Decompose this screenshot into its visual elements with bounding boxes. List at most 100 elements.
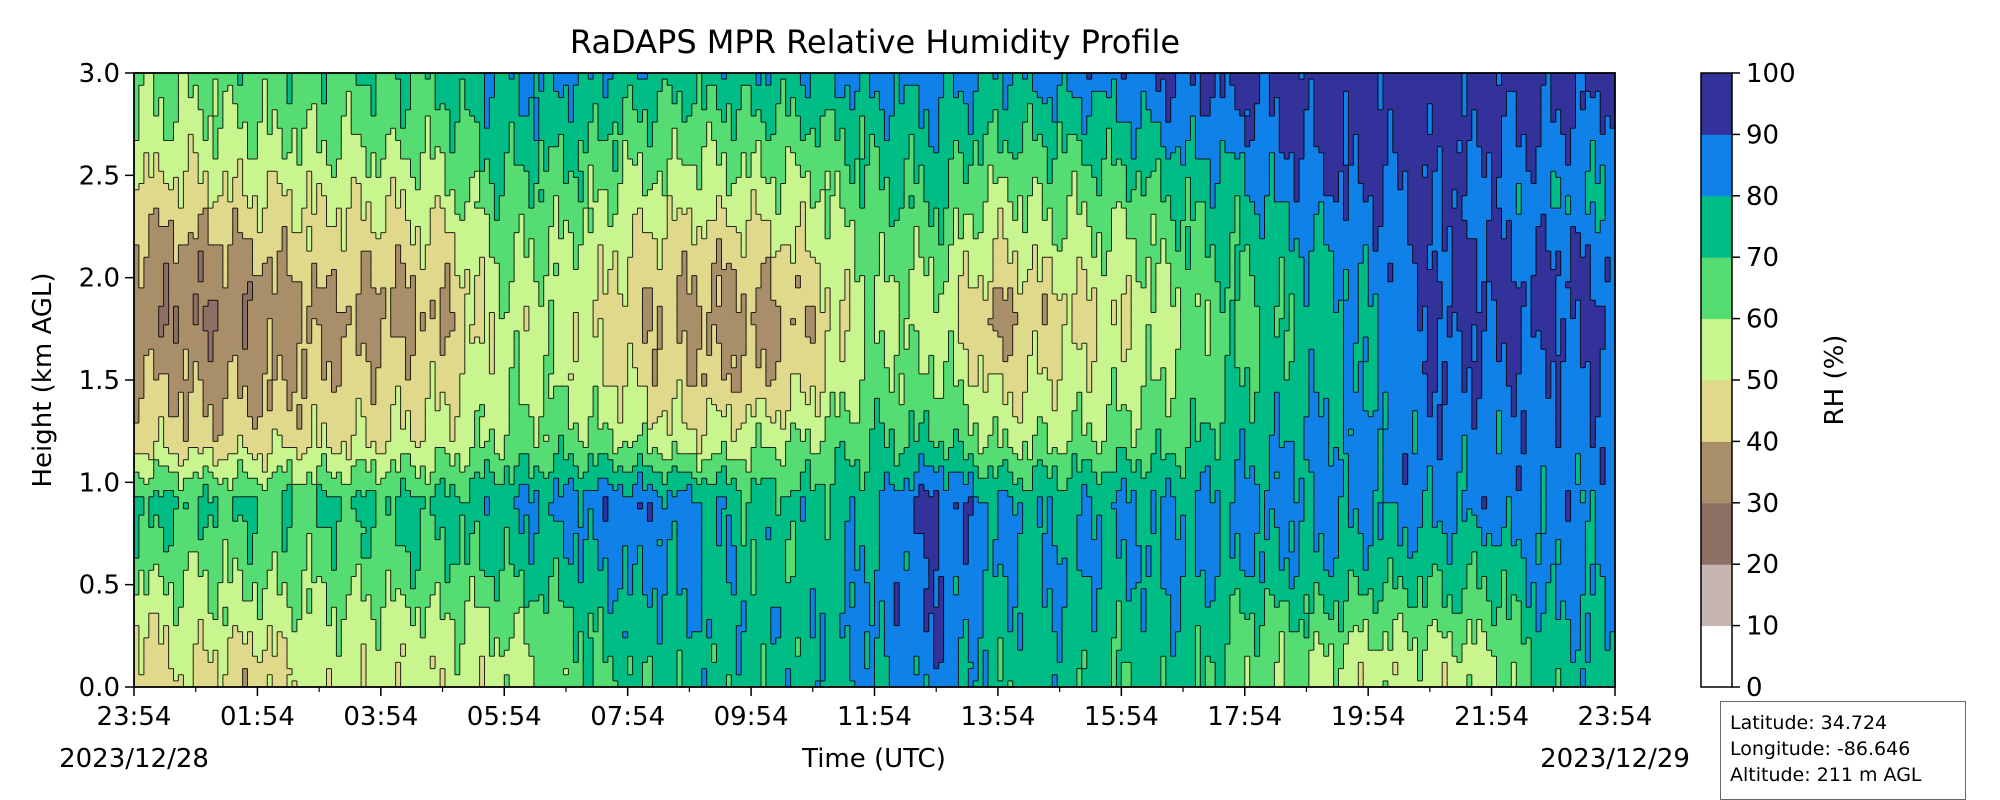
rh-band-cell — [188, 373, 194, 381]
rh-band-cell — [410, 361, 431, 369]
rh-band-cell — [884, 251, 915, 258]
rh-band-cell — [1486, 257, 1512, 264]
rh-band-cell — [533, 134, 540, 142]
rh-band-cell — [1057, 85, 1068, 93]
rh-band-cell — [1595, 91, 1601, 99]
rh-band-cell — [1136, 269, 1147, 277]
rh-band-cell — [1210, 337, 1231, 344]
rh-band-cell — [992, 312, 1019, 320]
rh-band-cell — [1017, 201, 1024, 209]
rh-band-cell — [415, 294, 441, 301]
rh-band-cell — [1007, 257, 1014, 264]
rh-band-cell — [519, 79, 535, 86]
rh-band-cell — [1289, 318, 1295, 326]
rh-band-cell — [385, 134, 397, 142]
rh-band-cell — [262, 208, 293, 215]
rh-band-cell — [830, 318, 841, 326]
rh-band-cell — [291, 214, 303, 221]
rh-band-cell — [632, 343, 658, 350]
rh-band-cell — [1397, 183, 1404, 191]
rh-band-cell — [311, 294, 337, 301]
rh-band-cell — [533, 275, 545, 283]
rh-band-cell — [928, 122, 940, 129]
rh-band-cell — [1516, 201, 1522, 209]
rh-band-cell — [533, 244, 550, 252]
rh-band-cell — [716, 158, 723, 166]
rh-band-cell — [573, 349, 579, 357]
rh-band-cell — [864, 122, 885, 129]
rh-band-cell — [686, 367, 698, 375]
rh-band-cell — [1580, 306, 1606, 314]
rh-band-cell — [420, 232, 431, 240]
rh-band-cell — [237, 361, 268, 369]
rh-band-cell — [1279, 330, 1285, 338]
rh-band-cell — [1605, 269, 1611, 277]
rh-band-cell — [1007, 287, 1014, 295]
rh-band-cell — [489, 115, 535, 123]
rh-band-cell — [1452, 312, 1458, 320]
rh-band-cell — [706, 134, 713, 142]
rh-band-cell — [1526, 146, 1537, 154]
rh-band-cell — [1353, 140, 1359, 148]
rh-band-cell — [1057, 146, 1063, 154]
rh-band-cell — [1461, 97, 1468, 105]
rh-band-cell — [173, 177, 180, 185]
rh-band-cell — [1299, 189, 1325, 197]
rh-band-cell — [800, 208, 806, 215]
rh-band-cell — [1091, 109, 1117, 117]
rh-band-cell — [864, 355, 885, 363]
rh-band-cell — [203, 257, 224, 264]
rh-band-cell — [1590, 251, 1615, 258]
rh-band-cell — [1126, 208, 1172, 215]
rh-band-cell — [677, 306, 703, 314]
rh-band-cell — [1141, 115, 1152, 123]
rh-band-cell — [425, 318, 441, 326]
rh-band-cell — [830, 171, 836, 178]
rh-band-cell — [1062, 238, 1093, 246]
rh-band-cell — [257, 122, 268, 129]
rh-band-cell — [657, 306, 663, 314]
rh-band-cell — [652, 373, 658, 381]
rh-band-cell — [677, 208, 683, 215]
rh-band-cell — [696, 91, 703, 99]
rh-band-cell — [1461, 367, 1468, 375]
rh-band-cell — [464, 275, 471, 283]
rh-band-cell — [1308, 257, 1335, 264]
rh-band-cell — [1037, 275, 1043, 283]
rh-band-cell — [612, 140, 619, 148]
rh-band-cell — [904, 85, 920, 93]
rh-band-cell — [183, 195, 209, 203]
rh-band-cell — [1560, 367, 1591, 375]
rh-band-cell — [909, 300, 935, 307]
rh-band-cell — [983, 275, 994, 283]
rh-band-cell — [1373, 300, 1379, 307]
rh-band-cell — [879, 337, 885, 344]
rh-band-cell — [440, 337, 446, 344]
rh-band-cell — [1605, 189, 1615, 197]
rh-band-cell — [1229, 306, 1236, 314]
rh-band-cell — [1244, 165, 1271, 172]
rh-band-cell — [1294, 195, 1300, 203]
rh-band-cell — [1308, 103, 1315, 111]
rh-band-cell — [553, 208, 560, 215]
rh-band-cell — [1294, 171, 1300, 178]
rh-band-cell — [1511, 220, 1542, 228]
rh-band-cell — [1373, 195, 1384, 203]
rh-band-cell — [583, 140, 589, 148]
rh-band-cell — [134, 349, 150, 357]
rh-band-cell — [1491, 281, 1517, 289]
rh-band-cell — [598, 128, 614, 135]
rh-band-cell — [1452, 201, 1458, 209]
rh-band-cell — [208, 208, 234, 215]
rh-band-cell — [918, 91, 945, 99]
rh-band-cell — [1111, 312, 1117, 320]
rh-band-cell — [1570, 146, 1591, 154]
rh-band-cell — [696, 294, 713, 301]
rh-band-cell — [351, 189, 362, 197]
rh-band-cell — [1229, 349, 1236, 357]
rh-band-cell — [568, 91, 574, 99]
rh-band-cell — [1382, 214, 1409, 221]
rh-band-cell — [134, 287, 165, 295]
rh-band-cell — [173, 312, 180, 320]
rh-band-cell — [721, 367, 742, 375]
